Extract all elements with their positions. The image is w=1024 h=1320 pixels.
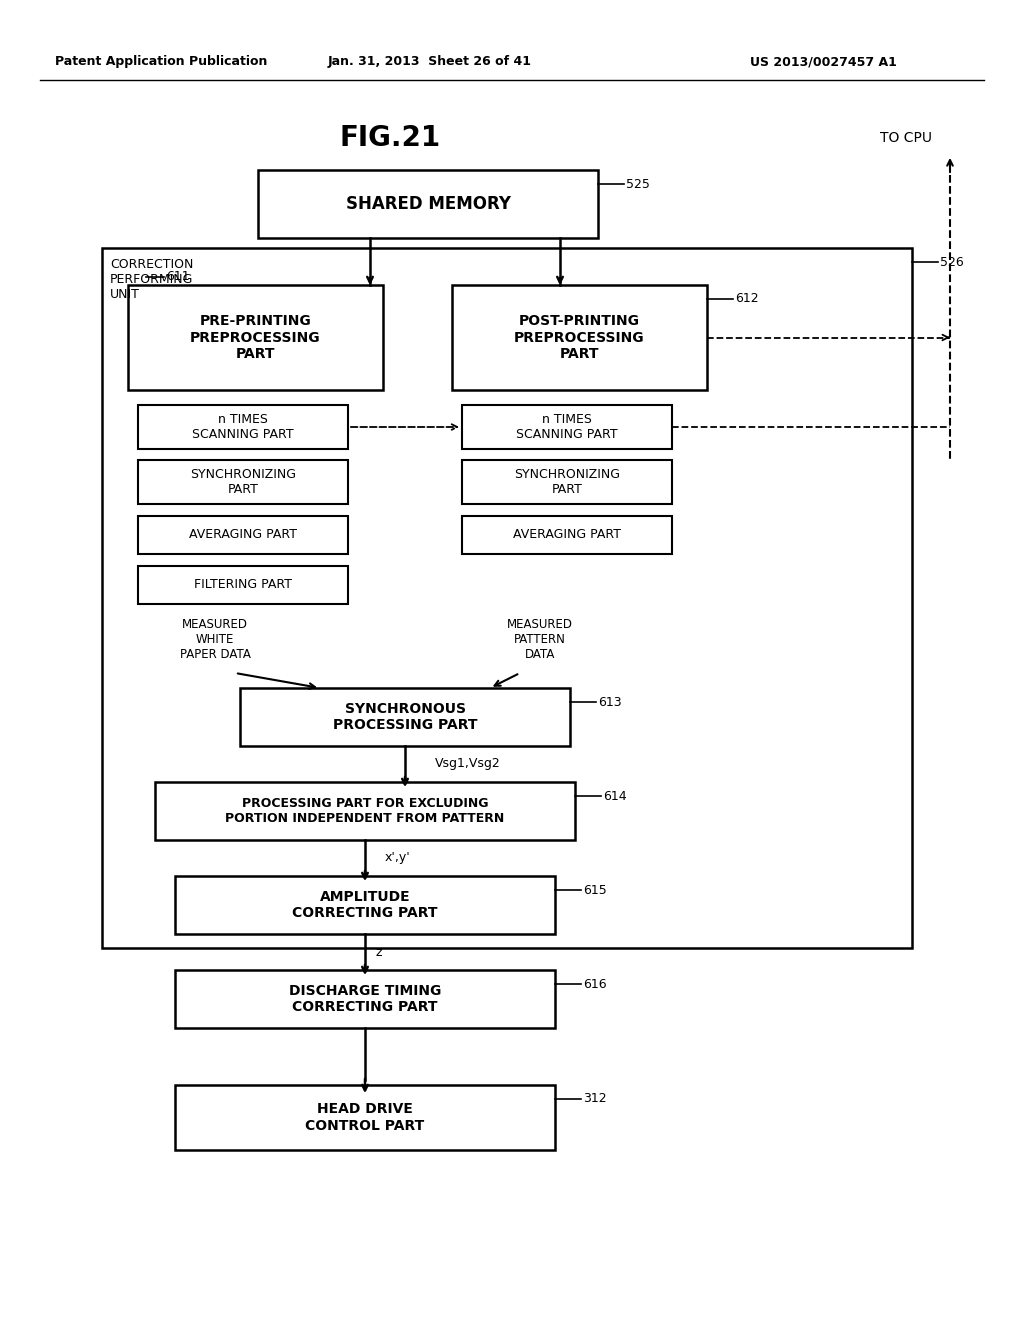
Bar — [452, 285, 707, 389]
Text: DISCHARGE TIMING
CORRECTING PART: DISCHARGE TIMING CORRECTING PART — [289, 983, 441, 1014]
Text: 615: 615 — [583, 883, 607, 896]
Text: SYNCHRONOUS
PROCESSING PART: SYNCHRONOUS PROCESSING PART — [333, 702, 477, 733]
Bar — [175, 970, 555, 1028]
Text: MEASURED
WHITE
PAPER DATA: MEASURED WHITE PAPER DATA — [179, 618, 251, 661]
Text: SYNCHRONIZING
PART: SYNCHRONIZING PART — [514, 469, 620, 496]
Bar — [462, 405, 672, 449]
Text: 612: 612 — [735, 293, 759, 305]
Bar — [128, 285, 383, 389]
Text: FILTERING PART: FILTERING PART — [194, 578, 292, 591]
Text: PROCESSING PART FOR EXCLUDING
PORTION INDEPENDENT FROM PATTERN: PROCESSING PART FOR EXCLUDING PORTION IN… — [225, 797, 505, 825]
Bar — [240, 688, 570, 746]
Text: FIG.21: FIG.21 — [339, 124, 440, 152]
Text: 616: 616 — [583, 978, 606, 990]
Text: AVERAGING PART: AVERAGING PART — [189, 528, 297, 541]
Text: 614: 614 — [603, 789, 627, 803]
Text: 525: 525 — [626, 177, 650, 190]
Text: Jan. 31, 2013  Sheet 26 of 41: Jan. 31, 2013 Sheet 26 of 41 — [328, 55, 532, 69]
Text: POST-PRINTING
PREPROCESSING
PART: POST-PRINTING PREPROCESSING PART — [514, 314, 645, 360]
Text: 611: 611 — [166, 271, 189, 284]
Text: z: z — [375, 945, 382, 958]
Text: SYNCHRONIZING
PART: SYNCHRONIZING PART — [190, 469, 296, 496]
Text: SHARED MEMORY: SHARED MEMORY — [345, 195, 511, 213]
Text: 312: 312 — [583, 1093, 606, 1106]
Bar — [155, 781, 575, 840]
Text: AVERAGING PART: AVERAGING PART — [513, 528, 621, 541]
Text: n TIMES
SCANNING PART: n TIMES SCANNING PART — [193, 413, 294, 441]
Text: Vsg1,Vsg2: Vsg1,Vsg2 — [435, 758, 501, 771]
Text: MEASURED
PATTERN
DATA: MEASURED PATTERN DATA — [507, 618, 573, 661]
Text: Patent Application Publication: Patent Application Publication — [55, 55, 267, 69]
Bar — [138, 405, 348, 449]
Bar — [462, 459, 672, 504]
Text: 526: 526 — [940, 256, 964, 268]
Text: HEAD DRIVE
CONTROL PART: HEAD DRIVE CONTROL PART — [305, 1102, 425, 1133]
Bar — [462, 516, 672, 554]
Bar — [138, 459, 348, 504]
Text: AMPLITUDE
CORRECTING PART: AMPLITUDE CORRECTING PART — [292, 890, 437, 920]
Text: 613: 613 — [598, 696, 622, 709]
Bar — [138, 516, 348, 554]
Text: PRE-PRINTING
PREPROCESSING
PART: PRE-PRINTING PREPROCESSING PART — [190, 314, 321, 360]
Text: TO CPU: TO CPU — [880, 131, 932, 145]
Bar — [258, 170, 598, 238]
Bar — [175, 876, 555, 935]
Bar — [138, 566, 348, 605]
Bar — [175, 1085, 555, 1150]
Text: US 2013/0027457 A1: US 2013/0027457 A1 — [750, 55, 897, 69]
Bar — [102, 248, 912, 948]
Text: x',y': x',y' — [385, 851, 411, 865]
Text: n TIMES
SCANNING PART: n TIMES SCANNING PART — [516, 413, 617, 441]
Text: CORRECTION
PERFORMING
UNIT: CORRECTION PERFORMING UNIT — [110, 257, 194, 301]
